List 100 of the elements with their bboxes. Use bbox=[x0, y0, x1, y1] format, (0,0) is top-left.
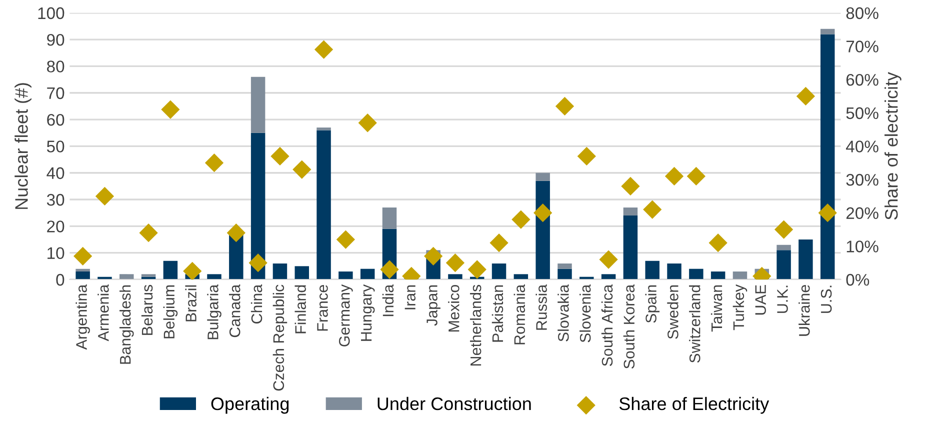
bar bbox=[76, 268, 90, 272]
bar bbox=[272, 264, 288, 280]
x-tick-label: U.K. bbox=[777, 286, 788, 313]
y-tick-label: 40 bbox=[46, 167, 64, 180]
y-tick-label: 100 bbox=[38, 7, 64, 20]
x-tick-label: Japan bbox=[426, 285, 440, 326]
y-tick-label: 20 bbox=[47, 220, 64, 232]
point bbox=[336, 230, 355, 249]
bar bbox=[120, 274, 134, 280]
x-tick-label: Belgium bbox=[163, 285, 178, 338]
legend-label: Under Construction bbox=[378, 396, 531, 410]
point bbox=[292, 160, 312, 179]
bar bbox=[558, 268, 572, 280]
bar bbox=[776, 244, 791, 250]
y2-tick-label: 80% bbox=[846, 7, 878, 20]
point bbox=[183, 262, 202, 280]
x-tick-label: Hungary bbox=[361, 284, 375, 341]
point bbox=[226, 224, 246, 242]
bar bbox=[536, 172, 550, 181]
point bbox=[512, 210, 530, 229]
x-tick-label: Finland bbox=[294, 285, 306, 334]
x-tick-label: Slovakia bbox=[558, 284, 569, 342]
y-tick-label: 30 bbox=[46, 194, 64, 206]
point bbox=[577, 146, 596, 166]
y-tick-label: 0 bbox=[56, 274, 64, 286]
point bbox=[686, 166, 706, 186]
x-tick-label: Spain bbox=[645, 285, 660, 323]
point bbox=[664, 166, 684, 186]
point bbox=[424, 246, 443, 266]
bar bbox=[820, 28, 835, 34]
bar bbox=[316, 130, 331, 280]
x-tick-label: Russia bbox=[536, 284, 547, 330]
point bbox=[643, 200, 662, 219]
y-tick-label: 60 bbox=[47, 114, 64, 126]
y2-tick-label: 10% bbox=[846, 240, 878, 252]
bar bbox=[448, 274, 462, 280]
point bbox=[490, 234, 508, 252]
y2-tick-label: 40% bbox=[846, 140, 878, 152]
bar bbox=[382, 208, 397, 229]
x-tick-label: Switzerland bbox=[689, 285, 700, 363]
y-axis-title: Nuclear fleet (#) bbox=[14, 83, 32, 209]
bar bbox=[250, 76, 266, 133]
point bbox=[139, 224, 158, 242]
bar bbox=[294, 266, 309, 280]
point bbox=[248, 254, 268, 272]
y2-tick-label: 70% bbox=[846, 40, 878, 52]
x-tick-label: U.S. bbox=[820, 286, 832, 313]
x-tick-label: Romania bbox=[514, 284, 526, 344]
point bbox=[161, 100, 180, 119]
y-tick-label: 80 bbox=[47, 60, 64, 72]
point bbox=[358, 114, 377, 132]
bar bbox=[76, 272, 90, 280]
point bbox=[708, 234, 728, 252]
bar bbox=[776, 250, 791, 280]
x-tick-label: Argentina bbox=[76, 284, 90, 350]
bar bbox=[667, 264, 682, 280]
x-tick-label: Bulgaria bbox=[207, 284, 222, 340]
point bbox=[270, 146, 290, 166]
x-tick-label: Canada bbox=[229, 284, 240, 338]
x-tick-label: Armenia bbox=[98, 284, 109, 342]
x-tick-label: Ukraine bbox=[798, 285, 810, 336]
x-tick-label: Bangladesh bbox=[120, 285, 134, 364]
bar bbox=[141, 274, 156, 277]
bar bbox=[250, 132, 266, 280]
x-tick-label: Belarus bbox=[141, 284, 153, 335]
x-tick-label: Czech Republic bbox=[272, 284, 288, 391]
y2-tick-label: 30% bbox=[846, 174, 878, 186]
bar bbox=[558, 264, 572, 269]
x-tick-label: Mexico bbox=[448, 285, 460, 332]
bar bbox=[798, 240, 813, 280]
x-tick-label: China bbox=[250, 284, 262, 324]
y2-tick-label: 0% bbox=[846, 274, 870, 286]
point bbox=[74, 246, 92, 266]
x-tick-label: Sweden bbox=[667, 285, 678, 339]
bar bbox=[360, 268, 375, 280]
y-tick-label: 50 bbox=[46, 140, 64, 152]
x-tick-label: Netherlands bbox=[470, 284, 482, 366]
x-tick-label: South Korea bbox=[623, 284, 635, 369]
point bbox=[314, 40, 334, 59]
y-tick-label: 70 bbox=[47, 87, 64, 100]
point bbox=[468, 260, 486, 279]
bar bbox=[689, 268, 704, 280]
x-tick-label: Brazil bbox=[185, 285, 196, 322]
x-tick-label: Taiwan bbox=[710, 285, 722, 332]
x-tick-label: UAE bbox=[755, 285, 766, 315]
x-tick-label: Germany bbox=[338, 284, 353, 346]
bar bbox=[229, 234, 244, 280]
point bbox=[446, 254, 465, 272]
x-tick-label: France bbox=[317, 285, 328, 331]
bar bbox=[316, 128, 331, 130]
x-tick-label: Iran bbox=[404, 285, 416, 310]
y2-tick-label: 20% bbox=[846, 207, 878, 220]
x-tick-label: Pakistan bbox=[492, 285, 504, 342]
bar bbox=[645, 260, 660, 280]
y2-tick-label: 50% bbox=[846, 107, 878, 120]
bar bbox=[492, 264, 506, 280]
point bbox=[555, 96, 574, 116]
bar bbox=[623, 216, 638, 280]
point bbox=[95, 186, 114, 206]
point bbox=[774, 220, 794, 239]
